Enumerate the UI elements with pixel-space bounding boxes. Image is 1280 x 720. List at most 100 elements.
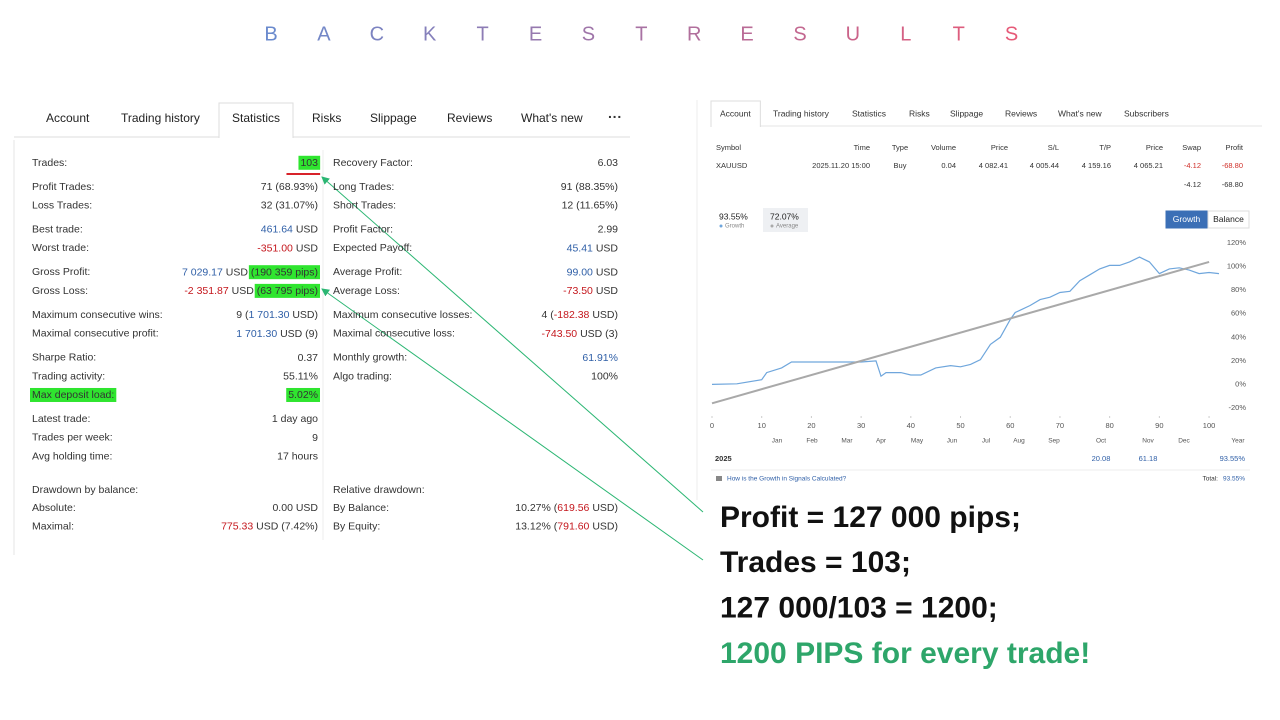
month-label: Sep xyxy=(1048,438,1060,445)
value-part: 6.03 xyxy=(598,157,619,169)
tab[interactable]: What's new xyxy=(1058,108,1103,118)
stat-value: -73.50 USD xyxy=(563,285,618,297)
tab[interactable]: Reviews xyxy=(447,111,492,125)
column-header: Symbol xyxy=(716,143,741,152)
stat-value: 10.27% (619.56 USD) xyxy=(515,502,618,514)
title-letter: K xyxy=(423,23,437,45)
value-part: 10.27% ( xyxy=(515,502,558,514)
value-part: 1 day ago xyxy=(272,413,318,425)
tab[interactable]: Statistics xyxy=(232,111,280,125)
stat-label: By Equity: xyxy=(333,520,380,532)
stat-label: Average Profit: xyxy=(333,266,402,278)
column-header: S/L xyxy=(1048,143,1059,152)
title-letter: A xyxy=(317,23,331,45)
help-link[interactable]: How is the Growth in Signals Calculated? xyxy=(727,476,847,483)
more-icon[interactable]: ··· xyxy=(608,109,622,125)
toggle-button-label[interactable]: Balance xyxy=(1213,214,1244,224)
stat-label: Maximum consecutive wins: xyxy=(32,309,163,321)
stat-value: 1 701.30 USD (9) xyxy=(236,328,318,340)
value-part: -351.00 xyxy=(257,242,293,254)
stat-value: 99.00 USD xyxy=(567,266,619,278)
stat-value: -351.00 USD xyxy=(257,242,318,254)
month-return: 20.08 xyxy=(1092,454,1111,463)
title-letter: S xyxy=(582,23,595,45)
tab[interactable]: Account xyxy=(46,111,90,125)
stat-label: Trades: xyxy=(32,157,67,169)
stat-value: 100% xyxy=(591,370,618,382)
x-tick-label: 100 xyxy=(1203,421,1216,430)
tab[interactable]: Risks xyxy=(312,111,341,125)
value-part: 12 (11.65%) xyxy=(562,199,618,211)
tab[interactable]: Reviews xyxy=(1005,108,1037,118)
toggle-button[interactable] xyxy=(1207,210,1250,229)
legend-box xyxy=(763,208,808,232)
arrow xyxy=(321,288,704,561)
month-label: Mar xyxy=(841,438,853,445)
table-cell: 0.04 xyxy=(941,161,956,170)
month-label: May xyxy=(911,438,924,445)
y-tick-label: 40% xyxy=(1231,332,1246,341)
month-label: Jan xyxy=(772,438,783,445)
title-letter: S xyxy=(1005,23,1018,45)
x-tick-label: 80 xyxy=(1105,421,1113,430)
value-part: (190 359 pips) xyxy=(251,266,318,278)
active-tab-frame xyxy=(710,100,761,127)
stat-value: 2.99 xyxy=(598,223,619,235)
value-part: 103 xyxy=(300,157,318,169)
tab[interactable]: Slippage xyxy=(370,111,417,125)
stat-value: 12 (11.65%) xyxy=(562,199,618,211)
title-letter: L xyxy=(900,23,911,45)
stat-value: 0.37 xyxy=(298,352,319,364)
value-part: (63 795 pips) xyxy=(257,285,318,297)
x-tick-label: 70 xyxy=(1056,421,1064,430)
x-tick-label: 90 xyxy=(1155,421,1163,430)
tab[interactable]: Slippage xyxy=(950,108,983,118)
value-part: 100% xyxy=(591,370,618,382)
tab[interactable]: Statistics xyxy=(852,108,886,118)
y-tick-label: 20% xyxy=(1231,356,1246,365)
x-tick-label: 50 xyxy=(956,421,964,430)
tab[interactable]: Trading history xyxy=(121,111,200,125)
value-part: USD (7.42%) xyxy=(253,520,318,532)
tab[interactable]: What's new xyxy=(521,111,583,125)
value-part: 61.91% xyxy=(582,352,618,364)
stat-label: Profit Factor: xyxy=(333,223,393,235)
toggle-button-label[interactable]: Growth xyxy=(1173,214,1201,224)
tab[interactable]: Trading history xyxy=(773,108,830,118)
toggle-button[interactable] xyxy=(1165,210,1208,229)
value-part: 0.00 USD xyxy=(272,502,318,514)
content-layer: B A C K T E S T R E S U L T S Account Trading history Sta… xyxy=(32,23,1246,670)
year-header: Year xyxy=(1231,438,1245,445)
value-part: 91 (88.35%) xyxy=(561,181,618,193)
y-tick-label: 0% xyxy=(1235,379,1246,388)
value-part: 99.00 xyxy=(567,266,593,278)
column-header: Profit xyxy=(1225,143,1243,152)
stat-value: 103 xyxy=(300,157,318,169)
month-label: Jul xyxy=(982,438,991,445)
table-cell: 2025.11.20 15:00 xyxy=(812,161,870,170)
tab[interactable]: Account xyxy=(720,108,751,118)
value-part: USD) xyxy=(589,309,618,321)
y-tick-label: 120% xyxy=(1227,238,1247,247)
value-part: USD (9) xyxy=(277,328,318,340)
stat-value: 0.00 USD xyxy=(272,502,318,514)
stat-label: Best trade: xyxy=(32,223,83,235)
annotation-line: 127 000/103 = 1200; xyxy=(720,592,998,625)
column-header: Volume xyxy=(931,143,956,152)
total-value: 93.55% xyxy=(1223,476,1245,483)
y-tick-label: 80% xyxy=(1231,285,1246,294)
tab[interactable]: Risks xyxy=(909,108,930,118)
tab[interactable]: Subscribers xyxy=(1124,108,1169,118)
table-cell: -68.80 xyxy=(1222,161,1243,170)
column-header: Time xyxy=(854,143,870,152)
stat-label: Gross Loss: xyxy=(32,285,88,297)
value-part: 5.02% xyxy=(288,389,318,401)
x-tick-label: 20 xyxy=(807,421,815,430)
month-label: Oct xyxy=(1096,438,1106,445)
value-part: 619.56 xyxy=(557,502,589,514)
stat-label: Monthly growth: xyxy=(333,352,407,364)
title-letter: C xyxy=(370,23,384,45)
value-highlight xyxy=(286,387,320,402)
stat-label: Worst trade: xyxy=(32,242,89,254)
stat-value: -743.50 USD (3) xyxy=(542,328,618,340)
